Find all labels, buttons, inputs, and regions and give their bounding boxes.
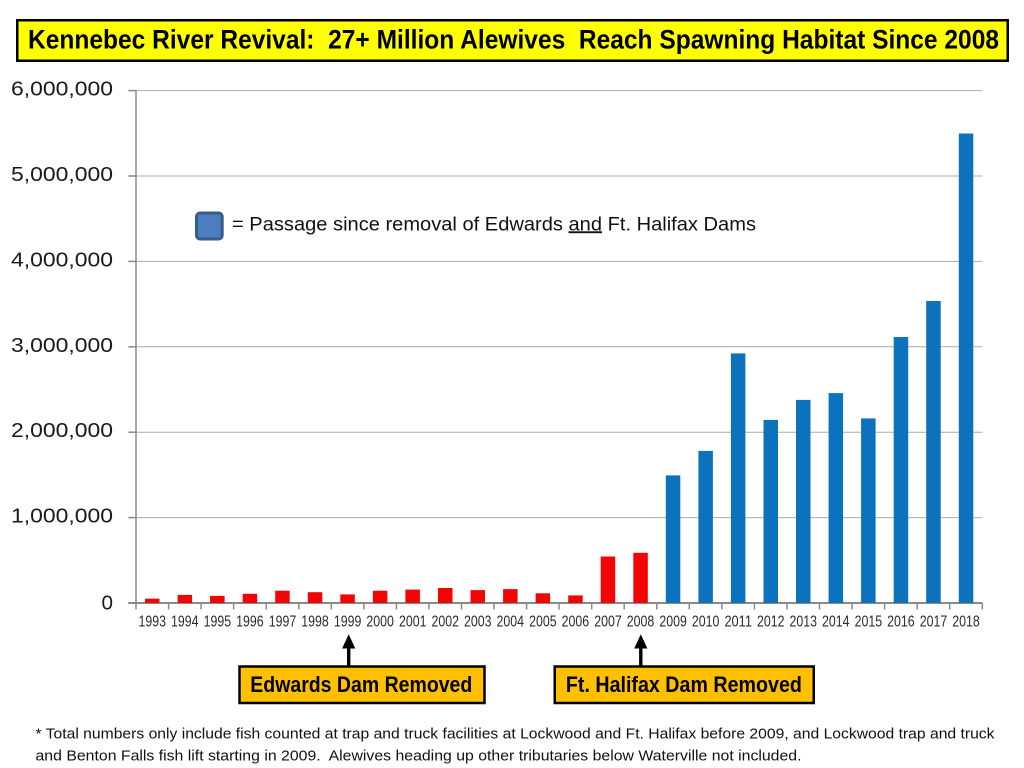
svg-text:1997: 1997 [269, 614, 297, 631]
svg-text:1998: 1998 [301, 614, 329, 631]
svg-text:2003: 2003 [464, 614, 492, 631]
svg-text:2014: 2014 [822, 614, 850, 631]
svg-text:2013: 2013 [790, 614, 818, 631]
svg-text:2001: 2001 [399, 614, 427, 631]
svg-text:2,000,000: 2,000,000 [11, 419, 113, 442]
svg-text:Edwards Dam Removed: Edwards Dam Removed [250, 672, 472, 697]
svg-text:1999: 1999 [334, 614, 362, 631]
svg-text:2016: 2016 [887, 614, 915, 631]
svg-text:Ft. Halifax Dam Removed: Ft. Halifax Dam Removed [566, 672, 802, 697]
svg-text:2004: 2004 [497, 614, 525, 631]
svg-text:2011: 2011 [724, 614, 752, 631]
svg-text:4,000,000: 4,000,000 [11, 248, 113, 271]
svg-text:2006: 2006 [562, 614, 590, 631]
svg-text:1994: 1994 [171, 614, 199, 631]
svg-text:2015: 2015 [855, 614, 883, 631]
svg-text:5,000,000: 5,000,000 [11, 163, 113, 186]
svg-text:2018: 2018 [952, 614, 980, 631]
svg-text:1993: 1993 [139, 614, 167, 631]
svg-text:2005: 2005 [529, 614, 557, 631]
svg-text:2017: 2017 [920, 614, 948, 631]
svg-text:1,000,000: 1,000,000 [11, 505, 113, 528]
svg-text:1995: 1995 [204, 614, 232, 631]
svg-text:and Benton Falls fish lift sta: and Benton Falls fish lift starting in 2… [36, 748, 802, 765]
svg-text:2012: 2012 [757, 614, 785, 631]
svg-text:2000: 2000 [366, 614, 394, 631]
svg-text:2008: 2008 [627, 614, 655, 631]
svg-text:2009: 2009 [659, 614, 687, 631]
svg-text:6,000,000: 6,000,000 [11, 78, 113, 101]
svg-text:1996: 1996 [236, 614, 264, 631]
svg-text:2007: 2007 [594, 614, 622, 631]
svg-text:Kennebec River Revival: 27+ M: Kennebec River Revival: 27+ Million Alew… [28, 25, 999, 55]
svg-text:= Passage since removal of Edw: = Passage since removal of Edwards and F… [232, 214, 756, 235]
svg-text:2010: 2010 [692, 614, 720, 631]
svg-text:2002: 2002 [431, 614, 459, 631]
svg-text:* Total numbers only include f: * Total numbers only include fish counte… [36, 726, 996, 743]
svg-text:0: 0 [102, 592, 114, 615]
svg-text:3,000,000: 3,000,000 [11, 334, 113, 357]
